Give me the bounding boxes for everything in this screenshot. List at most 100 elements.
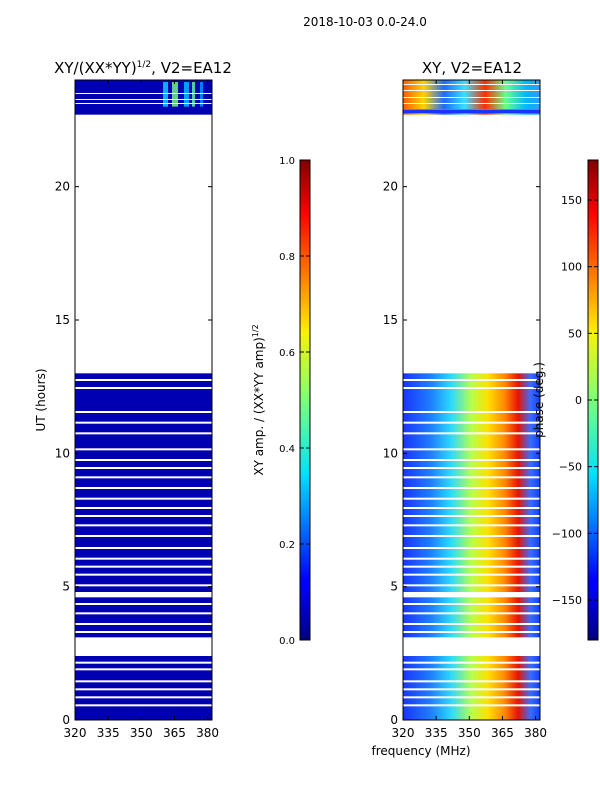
missing-line [403,84,540,85]
bright-streak [200,82,203,107]
figure-suptitle: 2018-10-03 0.0-24.0 [303,15,427,29]
missing-line [403,515,540,517]
colorbar-tick-label: −150 [552,594,582,607]
missing-line [403,680,540,683]
data-band [403,373,540,592]
colorbar-tick-label: 0.6 [279,348,295,359]
x-tick-label: 350 [130,726,153,740]
colorbar-tick-label: 50 [568,327,582,340]
missing-line [403,535,540,537]
missing-line [75,497,212,500]
colorbar-tick-label: 0.0 [279,636,295,647]
bright-streak [192,82,195,107]
missing-line [75,387,212,389]
colorbar-tick-label: 0 [575,394,582,407]
missing-line [403,379,540,381]
x-tick-label: 380 [196,726,219,740]
missing-line [403,661,540,664]
left-top-detail [75,82,212,107]
bright-streak [163,82,168,107]
left-colorbar-frame [299,159,311,641]
missing-line [403,90,540,91]
missing-line [403,476,540,479]
bright-streak [172,82,178,107]
missing-line [75,584,212,587]
right-data-bands [403,80,540,720]
missing-line [403,103,540,104]
figure-xlabel: frequency (MHz) [371,744,470,758]
right-plot-frame [402,79,541,721]
missing-line [75,668,212,671]
missing-line [403,497,540,500]
missing-line [75,565,212,568]
y-tick-label: 20 [55,180,70,194]
left-x-ticks: 320 335 350 365 380 [64,80,219,740]
missing-line [403,612,540,615]
colorbar-tick-label: 0.4 [279,444,295,455]
missing-line [403,524,540,527]
missing-line [75,524,212,527]
missing-line [75,696,212,699]
missing-line [75,467,212,469]
missing-line [75,507,212,509]
missing-line [403,704,540,707]
missing-line [75,573,212,576]
left-colorbar-fill [300,160,310,640]
right-colorbar-fill [588,160,598,640]
missing-line [75,631,212,633]
missing-line [75,535,212,537]
y-tick-label: 10 [55,446,70,460]
left-ylabel: UT (hours) [34,368,48,431]
left-colorbar: 0.0 0.2 0.4 0.6 0.8 1.0 XY amp. / (XX*YY amp)… [251,156,311,647]
x-tick-label: 380 [524,726,547,740]
missing-line [75,103,212,104]
colorbar-tick-label: 100 [561,261,582,274]
missing-line [75,432,212,435]
missing-line [403,411,540,413]
missing-line [75,487,212,489]
missing-line [75,661,212,664]
y-tick-label: 5 [390,580,398,594]
missing-line [75,612,212,615]
missing-line [403,387,540,389]
missing-line [75,93,212,94]
missing-line [75,688,212,691]
missing-line [403,507,540,509]
missing-line [75,459,212,461]
left-colorbar-ticks: 0.0 0.2 0.4 0.6 0.8 1.0 [279,156,310,647]
missing-line [403,696,540,699]
missing-line [75,99,212,100]
missing-line [403,565,540,568]
missing-line [403,688,540,691]
missing-line [403,547,540,549]
data-band [75,80,212,115]
x-tick-label: 365 [163,726,186,740]
colorbar-tick-label: −100 [552,527,582,540]
colorbar-tick-label: 0.2 [279,540,295,551]
x-tick-label: 335 [425,726,448,740]
missing-line [75,411,212,413]
left-title: XY/(XX*YY)1/2, V2=EA12 [54,59,232,77]
missing-line [75,557,212,560]
missing-line [75,623,212,625]
right-missing-lines [403,379,540,707]
right-title: XY, V2=EA12 [422,59,522,77]
x-tick-label: 335 [97,726,120,740]
missing-line [75,379,212,381]
left-panel: XY/(XX*YY)1/2, V2=EA12 320 335 350 365 380 0… [34,59,232,740]
right-x-ticks: 320 335 350 365 380 [392,80,547,740]
x-tick-label: 350 [458,726,481,740]
missing-line [403,432,540,435]
right-y-ticks: 0 5 10 15 20 [383,180,540,727]
phase-row [403,109,540,114]
x-tick-label: 320 [392,726,415,740]
x-tick-label: 320 [64,726,87,740]
missing-line [75,476,212,479]
missing-line [403,459,540,461]
right-colorbar-ticks: −150 −100 −50 0 50 100 150 [552,194,598,607]
missing-line [75,547,212,549]
y-tick-label: 0 [390,713,398,727]
missing-line [75,448,212,451]
data-band [75,656,212,720]
